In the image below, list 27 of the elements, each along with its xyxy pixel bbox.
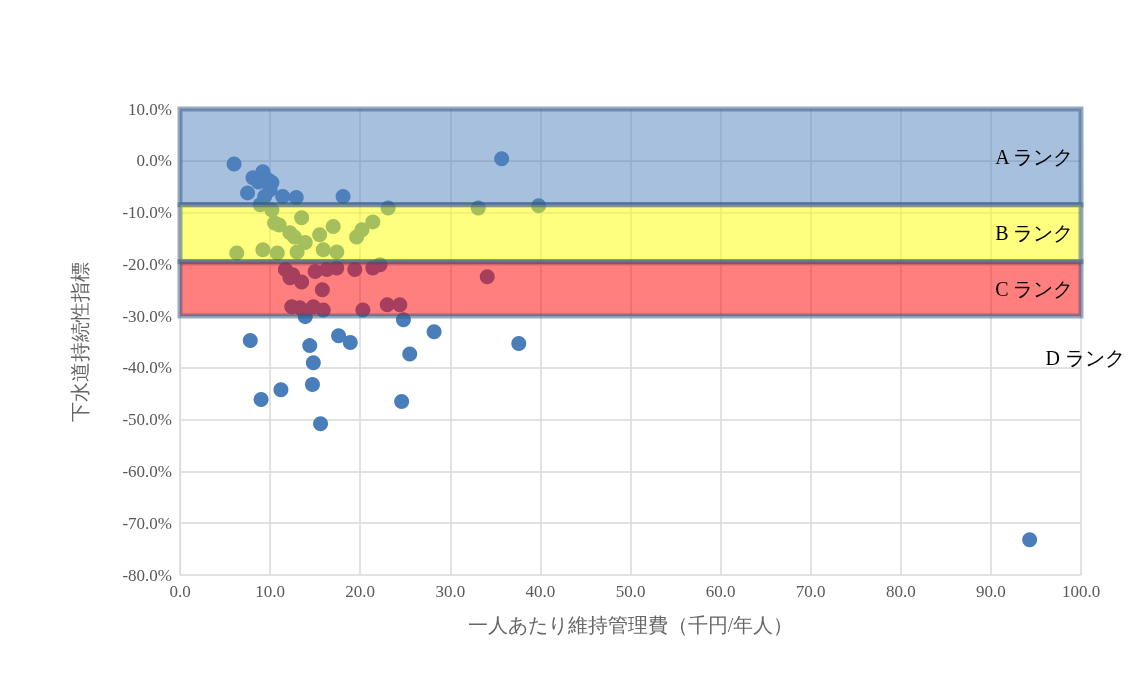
x-tick-label: 10.0 [255,582,285,601]
x-tick-label: 50.0 [615,582,646,601]
band-label: A ランク [995,145,1074,168]
y-tick-label: -70.0% [122,513,172,533]
y-tick-label: 10.0% [128,99,172,119]
y-tick-label: -20.0% [122,254,172,274]
y-tick-label: -30.0% [122,306,172,326]
x-tick-label: 60.0 [705,582,736,601]
y-tick-label: -10.0% [122,203,172,223]
band-label: B ランク [995,222,1074,245]
x-tick-label: 20.0 [345,582,376,601]
x-tick-label: 30.0 [435,582,466,601]
x-tick-label: 90.0 [976,582,1006,601]
x-tick-label: 0.0 [169,582,191,601]
x-tick-label: 100.0 [1061,582,1101,601]
band-label: C ランク [995,277,1074,300]
y-tick-label: -40.0% [122,358,172,378]
x-tick-label: 80.0 [885,582,916,601]
x-tick-label: 70.0 [795,582,826,601]
x-axis-title: 一人あたり維持管理費（千円/年人） [467,614,794,636]
y-tick-label: -60.0% [122,461,172,481]
y-tick-label: -80.0% [122,565,172,585]
y-tick-label: 0.0% [136,151,172,171]
annotation: D ランク [1045,347,1125,369]
y-axis-title: 下水道持続性指標 [69,262,91,422]
y-tick-label: -50.0% [122,410,172,430]
x-tick-label: 40.0 [525,582,556,601]
